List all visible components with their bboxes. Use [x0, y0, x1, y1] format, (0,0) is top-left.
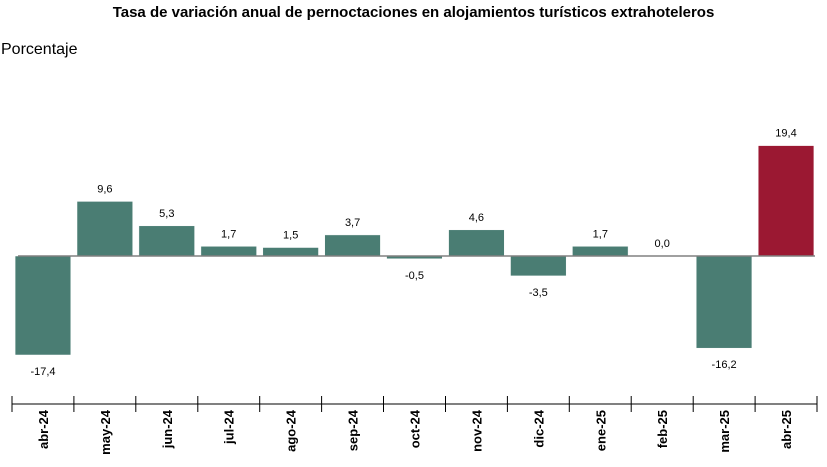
x-tick-label-jul-24: jul-24 [222, 409, 237, 445]
data-label-may-24: 9,6 [97, 183, 112, 195]
x-tick-label-abr-24: abr-24 [36, 409, 51, 449]
bar-abr-25 [757, 145, 815, 257]
bar-ene-25 [572, 246, 629, 257]
bar-sep-24 [324, 234, 381, 257]
data-label-ago-24: 1,5 [283, 230, 298, 242]
bar-ago-24 [262, 247, 319, 257]
data-label-jul-24: 1,7 [221, 228, 236, 240]
x-tick-label-abr-25: abr-25 [779, 410, 794, 449]
data-label-ene-25: 1,7 [593, 228, 608, 240]
x-tick-label-mar-25: mar-25 [717, 410, 732, 453]
data-label-dic-24: -3,5 [529, 287, 548, 299]
x-tick-label-ene-25: ene-25 [593, 410, 608, 451]
bar-abr-24 [14, 255, 72, 356]
bar-mar-25 [695, 255, 753, 349]
chart-title: Tasa de variación anual de pernoctacione… [112, 4, 715, 21]
data-label-nov-24: 4,6 [469, 212, 484, 224]
data-label-abr-24: -17,4 [30, 366, 55, 378]
y-axis-label: Porcentaje [1, 41, 78, 58]
x-tick-label-jun-24: jun-24 [160, 409, 175, 449]
data-label-sep-24: 3,7 [345, 217, 360, 229]
x-tick-label-dic-24: dic-24 [531, 409, 546, 447]
bar-jun-24 [138, 225, 195, 257]
x-tick-label-may-24: may-24 [98, 409, 113, 455]
x-tick-label-ago-24: ago-24 [284, 409, 299, 452]
data-label-feb-25: 0,0 [655, 238, 670, 250]
data-label-mar-25: -16,2 [712, 359, 737, 371]
data-label-abr-25: 19,4 [775, 128, 796, 140]
x-tick-label-nov-24: nov-24 [469, 409, 484, 452]
data-label-oct-24: -0,5 [405, 270, 424, 282]
bar-dic-24 [510, 255, 567, 277]
bar-jul-24 [200, 246, 257, 257]
x-tick-label-oct-24: oct-24 [408, 409, 423, 448]
bar-nov-24 [448, 229, 505, 257]
x-tick-label-sep-24: sep-24 [346, 409, 361, 451]
bar-may-24 [76, 201, 133, 257]
x-tick-label-feb-25: feb-25 [655, 410, 670, 448]
data-label-jun-24: 5,3 [159, 208, 174, 220]
